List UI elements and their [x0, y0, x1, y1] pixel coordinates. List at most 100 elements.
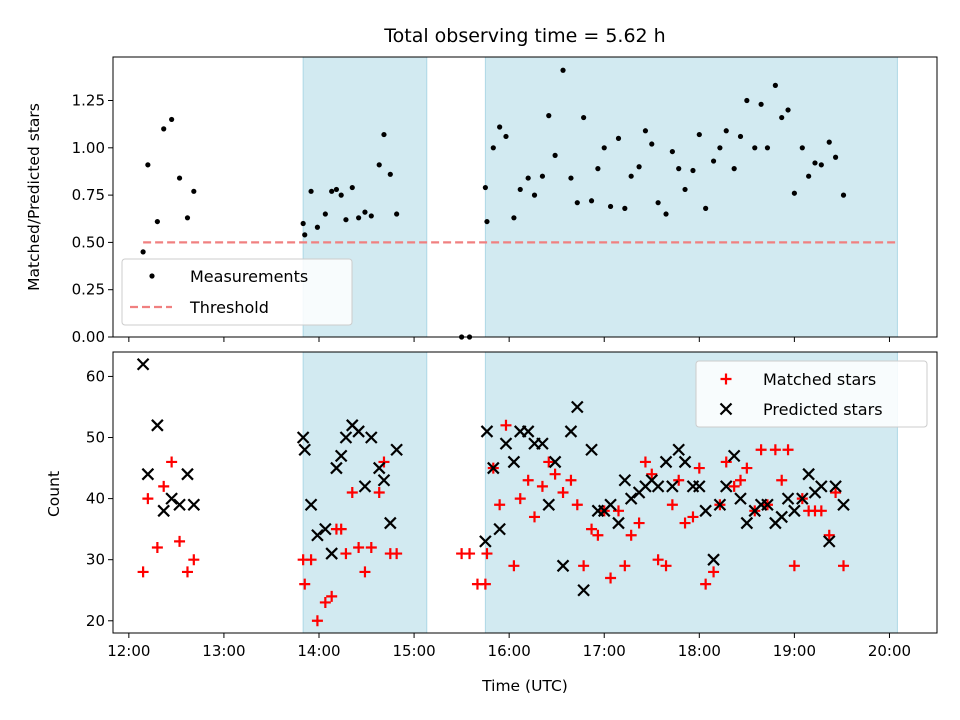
measurement-point: [744, 97, 750, 104]
predicted-star-point: [487, 461, 500, 475]
measurement-point: [539, 173, 546, 179]
predicted-star-point: [678, 455, 692, 469]
legend: Matched stars Predicted stars: [695, 360, 928, 428]
predicted-star-point: [296, 431, 310, 444]
predicted-star-point: [499, 437, 513, 450]
predicted-star-point: [507, 455, 521, 469]
legend-label: Predicted stars: [763, 400, 883, 419]
predicted-star-point: [775, 510, 788, 524]
y-tick-label: 0.75: [72, 186, 105, 204]
x-tick-label: 14:00: [297, 642, 340, 660]
measurement-point: [779, 114, 785, 121]
measurement-point: [574, 200, 580, 206]
matched-star-point: [311, 615, 323, 627]
measurement-point: [169, 116, 175, 123]
matched-star-point: [151, 541, 163, 553]
legend-plus-marker: [720, 373, 732, 385]
matched-star-point: [823, 529, 835, 541]
measurement-point: [560, 67, 566, 73]
matched-star-point: [514, 493, 526, 505]
legend-label: Matched stars: [763, 370, 876, 389]
matched-star-point: [830, 487, 842, 498]
matched-star-point: [592, 529, 604, 541]
matched-star-point: [500, 419, 512, 431]
measurement-point: [717, 145, 723, 151]
predicted-star-point: [713, 498, 727, 511]
measurement-point: [696, 131, 702, 138]
predicted-star-point: [781, 492, 795, 505]
matched-star-point: [776, 474, 788, 486]
matched-star-point: [522, 474, 534, 486]
matched-star-point: [319, 596, 331, 608]
predicted-star-point: [571, 400, 584, 414]
measurement-point: [628, 173, 634, 179]
matched-star-point: [728, 480, 740, 492]
matched-star-point: [838, 560, 850, 572]
predicted-star-point: [585, 443, 598, 457]
predicted-star-point: [672, 443, 685, 457]
predicted-star-point: [365, 431, 378, 444]
y-tick-label: 50: [86, 429, 105, 447]
predicted-star-point: [311, 528, 324, 542]
matched-star-point: [508, 560, 520, 572]
predicted-star-point: [304, 498, 318, 511]
measurement-point: [723, 128, 729, 134]
predicted-star-point: [666, 480, 679, 493]
matched-star-point: [391, 548, 403, 560]
matched-star-point: [625, 529, 637, 541]
predicted-star-point: [788, 504, 801, 518]
measurement-point: [601, 145, 607, 151]
legend-label: Measurements: [190, 267, 308, 286]
predicted-star-point: [577, 583, 590, 597]
measurement-point: [381, 131, 387, 138]
measurement-point: [588, 198, 595, 204]
predicted-star-point: [181, 467, 194, 481]
measurement-point: [338, 192, 344, 198]
predicted-star-point: [829, 480, 842, 493]
predicted-star-point: [659, 455, 673, 469]
measurement-point: [636, 164, 642, 170]
predicted-star-point: [822, 535, 836, 548]
measurement-point: [497, 124, 503, 130]
measurement-point: [191, 188, 197, 194]
y-tick-label: 0.50: [72, 233, 105, 251]
measurement-point: [176, 175, 183, 181]
measurement-point: [568, 175, 574, 181]
matched-star-point: [687, 511, 699, 523]
x-tick-label: 17:00: [583, 642, 626, 660]
matched-star-point: [158, 480, 170, 492]
matched-star-point: [652, 554, 664, 566]
predicted-star-point: [564, 425, 578, 438]
shaded-interval: [302, 351, 428, 634]
measurement-point: [764, 145, 771, 151]
measurement-point: [690, 167, 696, 174]
predicted-star-point: [719, 480, 733, 493]
y-tick-label: 0.25: [72, 281, 105, 299]
measurement-point: [343, 217, 349, 223]
matched-star-point: [720, 456, 732, 468]
predicted-star-point: [624, 492, 638, 505]
predicted-star-point: [358, 480, 372, 493]
measurement-point: [531, 192, 538, 198]
predicted-star-point: [390, 443, 403, 457]
matched-star-point: [605, 572, 617, 584]
measurement-point: [663, 211, 669, 217]
matched-star-point: [782, 444, 794, 456]
measurement-point: [655, 200, 661, 206]
measurement-point: [752, 145, 758, 151]
predicted-star-point: [319, 522, 332, 536]
measurement-point: [145, 162, 151, 168]
predicted-star-point: [334, 449, 348, 463]
predicted-star-point: [707, 553, 720, 566]
predicted-star-point: [542, 498, 556, 511]
measurement-point: [333, 186, 340, 193]
matched-star-point: [181, 566, 193, 578]
predicted-star-point: [136, 357, 150, 371]
predicted-star-point: [165, 492, 178, 505]
matched-star-point: [633, 517, 645, 529]
matched-star-point: [815, 505, 827, 517]
measurement-point: [503, 133, 509, 140]
measurement-point: [482, 184, 488, 191]
measurement-point: [812, 160, 818, 166]
